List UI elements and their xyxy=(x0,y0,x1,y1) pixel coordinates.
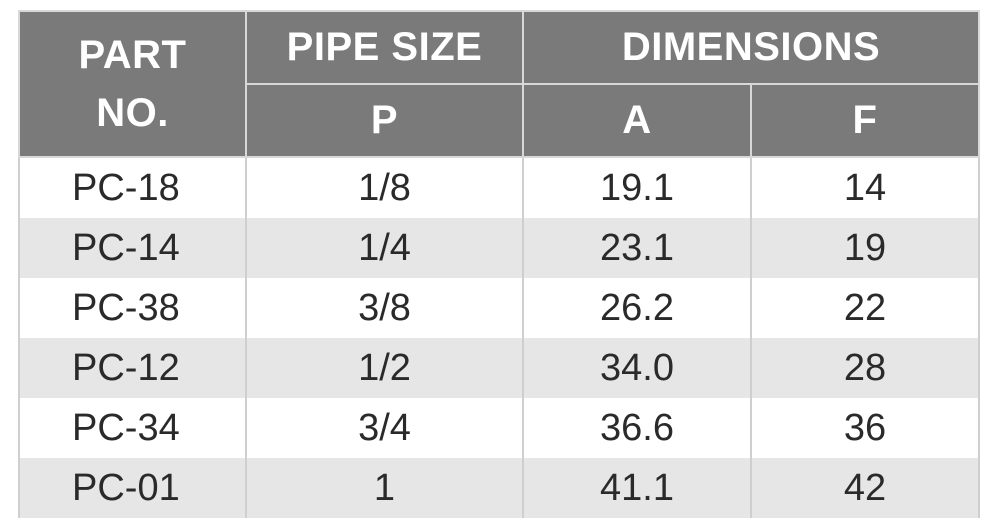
table-cell: 1 xyxy=(245,458,524,518)
table-header: PART NO. PIPE SIZE DIMENSIONS P A F xyxy=(18,10,981,158)
table-cell: 23.1 xyxy=(522,218,752,278)
table-row: PC-18 1/8 19.1 14 xyxy=(18,157,981,218)
table-cell: PC-12 xyxy=(18,338,247,398)
table-cell: PC-01 xyxy=(18,458,247,518)
table-cell: PC-34 xyxy=(18,398,247,458)
table-cell: 3/8 xyxy=(245,278,524,338)
header-text: PART NO. xyxy=(78,33,187,135)
table-cell: 26.2 xyxy=(522,278,752,338)
table-cell: 1/2 xyxy=(245,338,524,398)
parts-table: PART NO. PIPE SIZE DIMENSIONS P A F PC-1… xyxy=(18,10,981,518)
table-cell: 36.6 xyxy=(522,398,752,458)
table-cell: 41.1 xyxy=(522,458,752,518)
table-cell: 42 xyxy=(749,458,981,518)
table-cell: PC-14 xyxy=(18,218,247,278)
table-cell: 19 xyxy=(749,218,981,278)
header-cell: F xyxy=(749,83,981,158)
table-cell: 34.0 xyxy=(522,338,752,398)
header-cell: DIMENSIONS xyxy=(521,10,981,85)
table-cell: 19.1 xyxy=(522,157,752,218)
table-cell: 22 xyxy=(749,278,981,338)
header-cell: PART NO. xyxy=(18,10,247,158)
header-cell: A xyxy=(522,83,752,158)
table-cell: 3/4 xyxy=(245,398,524,458)
table-cell: 1/4 xyxy=(245,218,524,278)
table-cell: 28 xyxy=(749,338,981,398)
table-cell: PC-38 xyxy=(18,278,247,338)
table-row: PC-12 1/2 34.0 28 xyxy=(18,338,981,398)
table-row: PC-38 3/8 26.2 22 xyxy=(18,278,981,338)
table-row: PC-01 1 41.1 42 xyxy=(18,458,981,518)
table-cell: 14 xyxy=(749,157,981,218)
header-cell: PIPE SIZE xyxy=(245,10,524,85)
table-row: PC-14 1/4 23.1 19 xyxy=(18,218,981,278)
table-row: PC-34 3/4 36.6 36 xyxy=(18,398,981,458)
header-cell: P xyxy=(245,83,524,158)
table-cell: 1/8 xyxy=(245,157,524,218)
table-cell: PC-18 xyxy=(18,157,247,218)
table-body: PC-18 1/8 19.1 14 PC-14 1/4 23.1 19 PC-38 3/8 26.2… xyxy=(18,157,981,518)
table-cell: 36 xyxy=(749,398,981,458)
